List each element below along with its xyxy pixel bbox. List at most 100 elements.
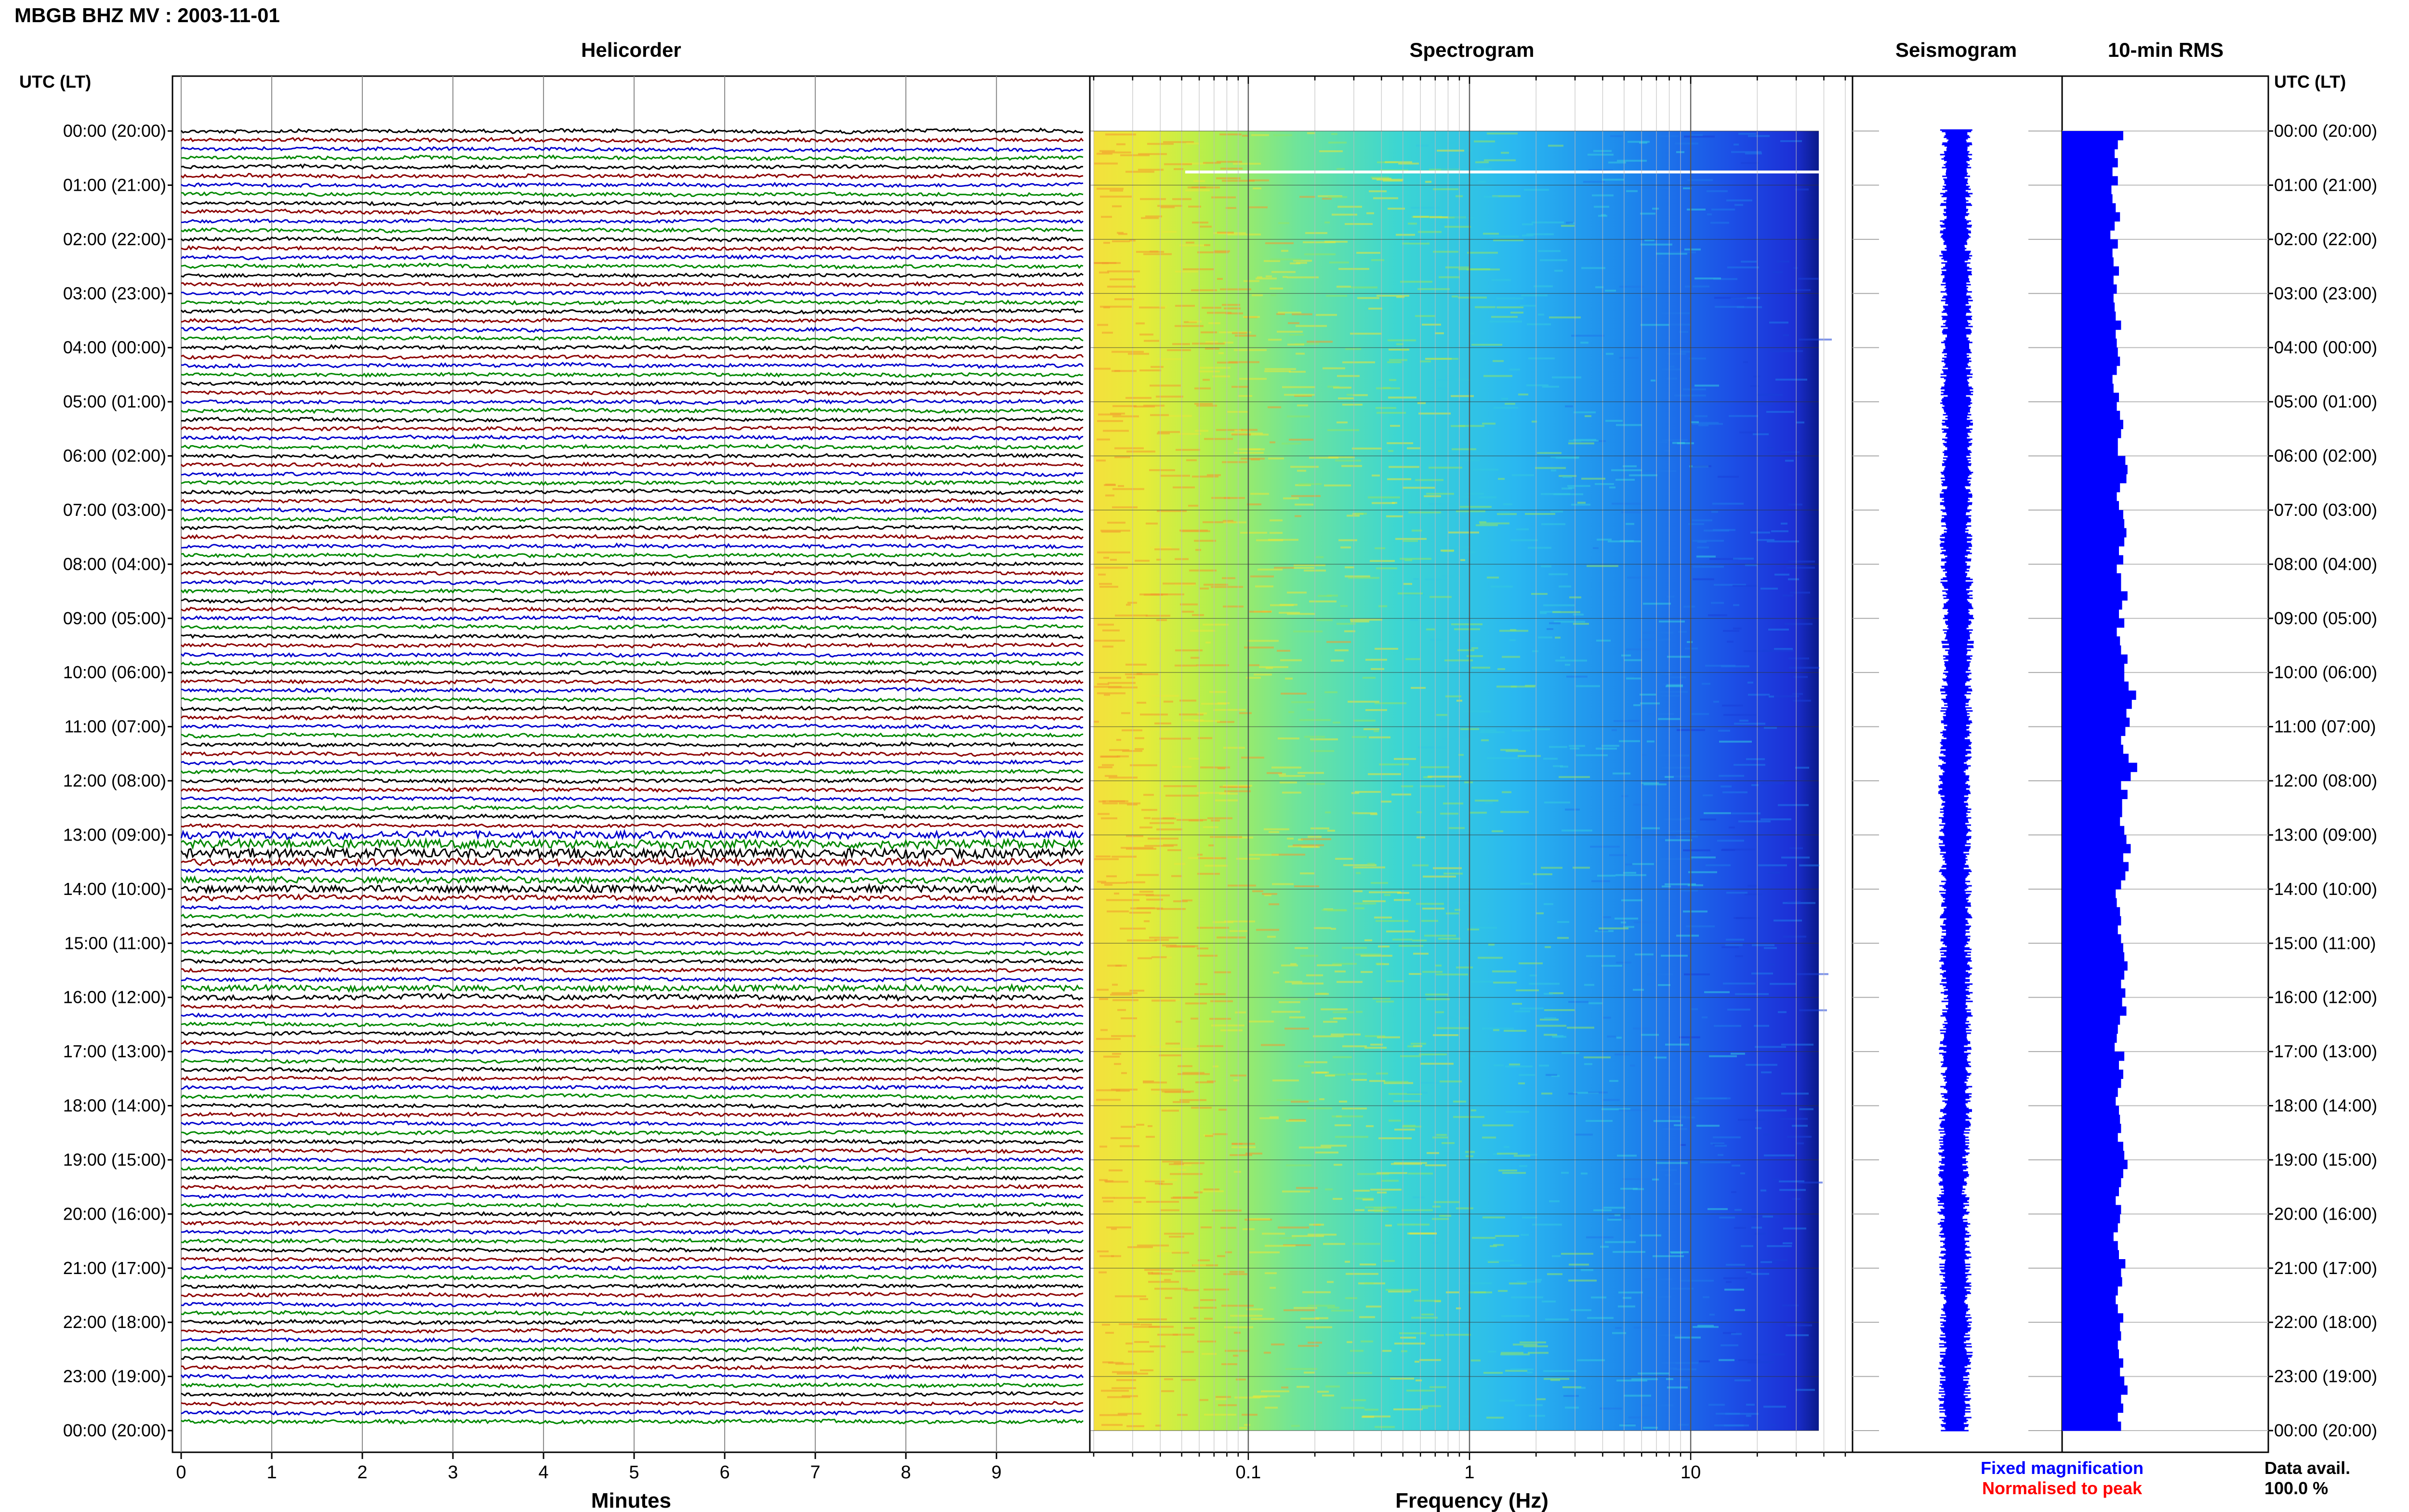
rms-bar — [2062, 1151, 2125, 1160]
helicorder-trace — [181, 1039, 1084, 1046]
helicorder-trace — [180, 425, 1084, 433]
time-label-left: 06:00 (02:00) — [63, 446, 166, 466]
helicorder-trace — [181, 1111, 1084, 1118]
helicorder-trace — [181, 723, 1084, 730]
rms-bar — [2062, 789, 2128, 799]
time-label-left: 20:00 (16:00) — [63, 1204, 166, 1223]
time-label-left: 12:00 (08:00) — [63, 771, 166, 790]
rms-bar — [2062, 374, 2113, 384]
helicorder-trace — [181, 1175, 1084, 1182]
helicorder-trace — [181, 281, 1084, 288]
helicorder-trace — [180, 786, 1084, 793]
helicorder-trace — [181, 1237, 1084, 1244]
time-label-right: 19:00 (15:00) — [2274, 1150, 2377, 1170]
time-label-right: 00:00 (20:00) — [2274, 1420, 2377, 1440]
rms-bar — [2062, 609, 2119, 619]
time-label-right: 12:00 (08:00) — [2274, 771, 2377, 790]
figure-title: MBGB BHZ MV : 2003-11-01 — [14, 4, 280, 26]
helicorder-trace — [180, 398, 1084, 405]
rms-bar — [2062, 149, 2115, 158]
rms-bar — [2062, 726, 2126, 736]
helicorder-trace — [181, 1337, 1084, 1343]
rms-bar — [2062, 1331, 2121, 1341]
helicorder-trace — [181, 777, 1084, 784]
helicorder-trace — [181, 154, 1084, 161]
rms-bar — [2062, 717, 2130, 727]
data-avail-value: 100.0 % — [2264, 1478, 2328, 1498]
rms-bar — [2062, 952, 2125, 962]
helicorder-panel: 0 1 2 3 4 5 6 7 8 9 — [172, 75, 1091, 1483]
helicorder-trace — [180, 1373, 1084, 1380]
rms-bar — [2062, 907, 2120, 917]
time-label-right: 15:00 (11:00) — [2274, 933, 2376, 953]
helicorder-trace — [180, 308, 1084, 315]
helicorder-trace — [181, 1202, 1084, 1209]
helicorder-trace — [181, 1391, 1084, 1398]
helicorder-trace — [181, 958, 1084, 965]
time-label-right: 18:00 (14:00) — [2274, 1096, 2377, 1116]
helicorder-trace — [180, 1093, 1084, 1100]
helicorder-trace — [180, 669, 1084, 676]
helicorder-trace — [181, 1138, 1084, 1145]
helicorder-trace — [181, 1408, 1084, 1416]
time-label-left: 16:00 (12:00) — [63, 987, 166, 1007]
rms-bar — [2062, 366, 2117, 375]
rms-bar — [2062, 1421, 2121, 1431]
rms-bar — [2062, 465, 2128, 474]
rms-bar — [2062, 140, 2118, 149]
minute-tick-label: 6 — [720, 1462, 730, 1483]
rms-bar — [2062, 266, 2119, 276]
rms-bar — [2062, 736, 2121, 745]
rms-bar — [2062, 1295, 2116, 1305]
minute-tick-label: 4 — [539, 1462, 549, 1483]
rms-bar — [2062, 167, 2113, 177]
time-label-right: 00:00 (20:00) — [2274, 121, 2377, 141]
helicorder-trace — [180, 127, 1084, 135]
helicorder-trace — [181, 750, 1084, 757]
rms-bar — [2062, 1060, 2119, 1070]
helicorder-trace — [181, 182, 1084, 188]
rms-bar — [2062, 898, 2117, 907]
rms-bar — [2062, 1015, 2120, 1025]
helicorder-trace — [181, 389, 1084, 396]
helicorder-trace — [181, 1030, 1084, 1037]
helicorder-trace — [181, 371, 1084, 378]
rms-bar — [2062, 248, 2113, 258]
time-axis-labels: 00:00 (20:00) 00:00 (20:00) 01:00 (21:00) 0… — [63, 121, 2377, 1440]
rms-bar — [2062, 709, 2127, 718]
rms-bar — [2062, 582, 2121, 592]
rms-bar — [2062, 1159, 2128, 1170]
helicorder-trace — [181, 407, 1084, 414]
minute-tick-label: 1 — [266, 1462, 277, 1483]
helicorder-trace — [181, 939, 1084, 947]
rms-bar — [2062, 275, 2114, 285]
time-label-left: 10:00 (06:00) — [63, 662, 166, 682]
helicorder-trace — [181, 480, 1084, 486]
rms-bar — [2062, 753, 2129, 763]
time-label-left: 09:00 (05:00) — [63, 608, 166, 628]
helicorder-trace — [181, 289, 1084, 297]
rms-bar — [2062, 645, 2121, 655]
rms-bar — [2062, 420, 2123, 429]
rms-bar — [2062, 772, 2131, 781]
frequency-tick-label: 10 — [1681, 1462, 1701, 1483]
helicorder-trace — [181, 882, 1084, 895]
legend-normalised-to-peak: Normalised to peak — [1982, 1478, 2143, 1498]
rms-bar — [2062, 456, 2126, 465]
helicorder-trace — [181, 893, 1084, 903]
helicorder-trace — [181, 948, 1084, 956]
rms-bar — [2062, 564, 2117, 574]
helicorder-trace — [180, 1165, 1084, 1172]
helicorder-trace — [181, 1183, 1084, 1190]
rms-bar — [2062, 1042, 2115, 1052]
rms-bar — [2062, 284, 2117, 294]
helicorder-trace — [180, 624, 1084, 631]
helicorder-trace — [181, 343, 1084, 351]
rms-bar — [2062, 1223, 2118, 1233]
helicorder-trace — [181, 1301, 1084, 1308]
rms-bar — [2062, 203, 2116, 213]
rms-bar — [2062, 1349, 2119, 1359]
helicorder-trace — [181, 542, 1084, 550]
rms-bar — [2062, 483, 2120, 492]
